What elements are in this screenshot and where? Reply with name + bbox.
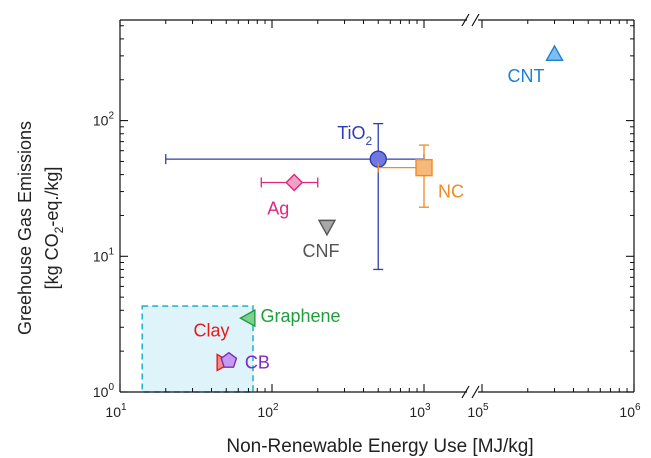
marker-ag	[285, 173, 304, 192]
y-tick-label: 101	[93, 246, 115, 264]
y-tick-label: 100	[93, 382, 115, 400]
x-tick-label: 105	[467, 402, 489, 420]
marker-cb	[220, 351, 238, 368]
point-label-cnt: CNT	[508, 66, 545, 86]
x-tick-label: 103	[409, 402, 431, 420]
highlight-region-layer	[141, 305, 254, 393]
marker-cnt	[545, 44, 564, 62]
y-tick-label: 102	[93, 111, 115, 129]
point-label-ag: Ag	[267, 198, 289, 218]
marker-cnf	[317, 219, 337, 237]
marker-nc	[415, 158, 433, 177]
axis-break-mark-top-1	[471, 13, 480, 27]
axis-break-mark-bottom-1	[471, 385, 480, 399]
axes: 101 102 103 105 106 100 101 102	[93, 13, 641, 420]
y-axis-label-line1: Greehouse Gas Emissions	[15, 121, 35, 335]
marker-graphene	[239, 308, 256, 328]
x-tick-label: 106	[619, 402, 641, 420]
point-label-clay: Clay	[194, 320, 230, 340]
x-tick-label: 102	[257, 402, 279, 420]
axis-break-mark-top-0	[461, 13, 470, 27]
data-layer	[165, 44, 564, 372]
x-axis-label: Non-Renewable Energy Use [MJ/kg]	[226, 436, 533, 457]
point-labels: CNT TiO2 NC Ag CNF Graphene Clay CB	[194, 66, 545, 373]
point-label-graphene: Graphene	[260, 306, 340, 326]
y-axis-label-line2: [kg CO2-eq./kg]	[42, 167, 66, 290]
x-tick-label: 101	[105, 402, 127, 420]
point-label-cb: CB	[245, 353, 270, 373]
axis-break-mark-bottom-0	[461, 385, 470, 399]
point-label-cnf: CNF	[302, 241, 339, 261]
point-label-nc: NC	[438, 182, 464, 202]
point-label-tio: TiO2	[337, 123, 372, 148]
highlight-region	[141, 305, 254, 393]
